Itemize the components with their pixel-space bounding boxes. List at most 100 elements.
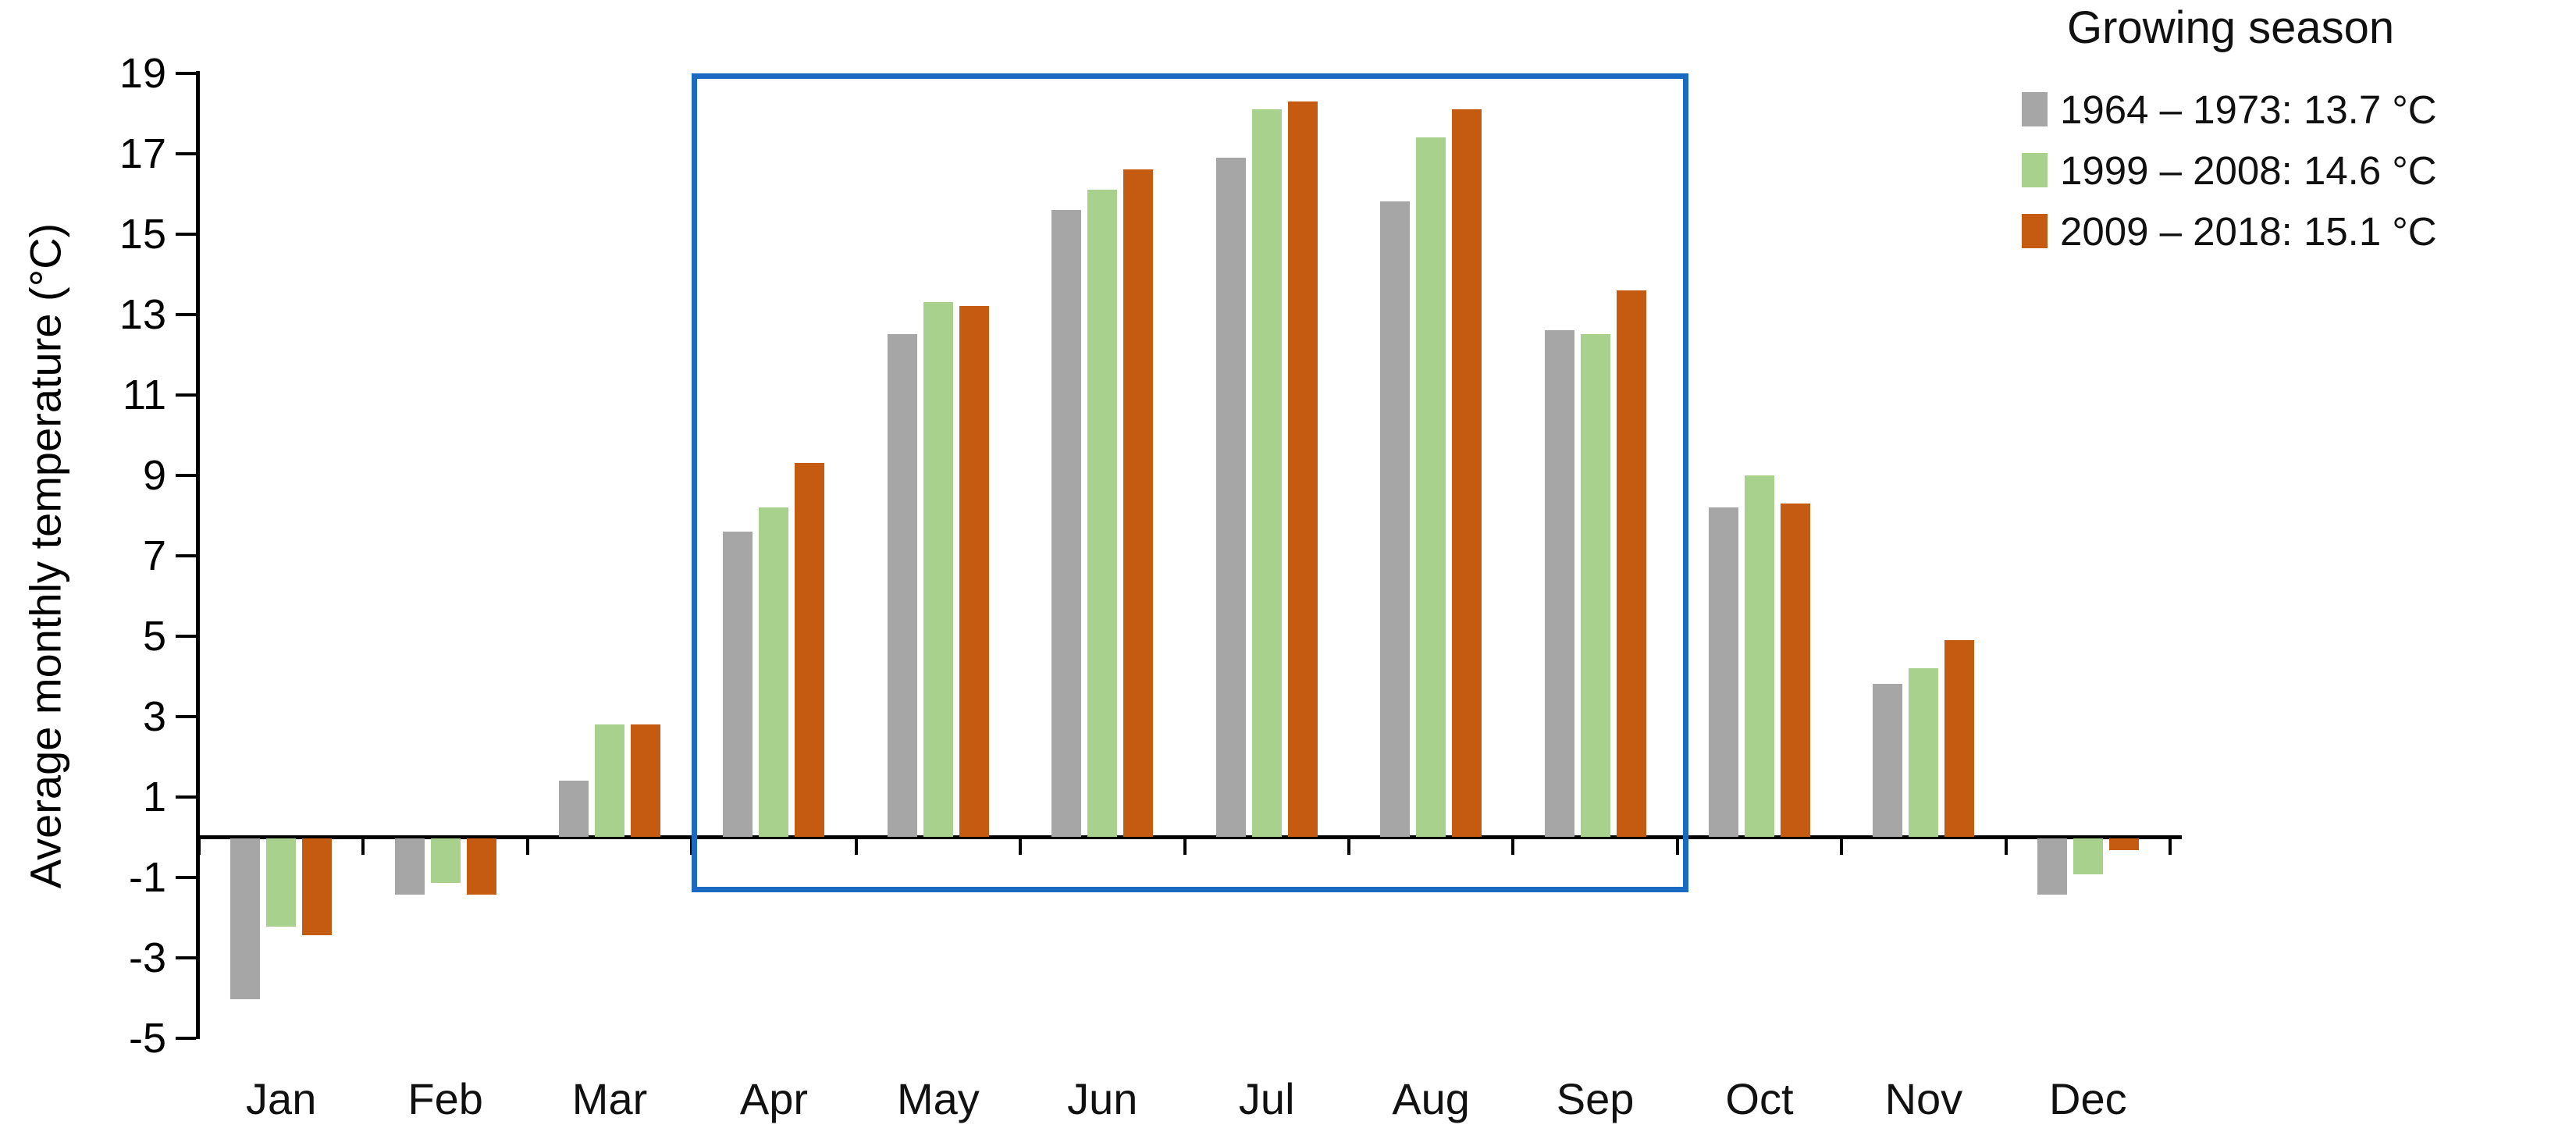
bar-apr-1964–1973 [723,531,753,837]
bar-jul-2009–2018 [1287,101,1318,837]
x-axis-label-nov: Nov [1884,1074,1963,1123]
y-axis [196,71,200,1039]
bar-mar-1964–1973 [559,780,589,837]
bar-aug-1999–2008 [1416,137,1446,837]
x-axis-tick [2004,838,2008,855]
y-axis-tick-label: 19 [119,49,166,97]
x-axis-label-aug: Aug [1392,1074,1470,1123]
y-axis-tick [176,473,196,477]
x-axis-label-jan: Jan [246,1074,317,1123]
bar-aug-1964–1973 [1380,201,1411,837]
bar-apr-2009–2018 [795,463,825,837]
bar-feb-1999–2008 [430,838,461,883]
bar-dec-1964–1973 [2037,838,2067,895]
legend-label: 1999 – 2008: 14.6 °C [2060,148,2437,193]
y-axis-tick-label: 1 [142,773,166,820]
x-axis-label-jul: Jul [1238,1074,1295,1123]
bar-aug-2009–2018 [1452,109,1482,837]
x-axis-tick [1347,838,1350,855]
bar-apr-1999–2008 [759,507,789,837]
bar-may-1999–2008 [923,302,953,837]
legend-item-1999-2008: 1999 – 2008: 14.6 °C [2022,145,2576,195]
bar-sep-2009–2018 [1616,290,1646,837]
x-axis-label-mar: Mar [571,1074,648,1123]
bar-dec-2009–2018 [2108,838,2139,851]
x-axis-tick [1675,838,1679,855]
legend-swatch-orange [2022,214,2048,248]
x-axis-label-apr: Apr [739,1074,809,1123]
x-axis-tick [525,838,529,855]
y-axis-tick [176,232,196,236]
y-axis-tick [176,956,196,959]
x-axis-label-sep: Sep [1556,1074,1635,1123]
y-axis-tick [176,393,196,397]
x-axis-label-feb: Feb [407,1074,483,1123]
bar-jun-1999–2008 [1087,189,1118,837]
bar-jul-1999–2008 [1251,109,1282,837]
bar-mar-2009–2018 [631,724,661,837]
y-axis-tick [176,151,196,155]
y-axis-tick-label: 3 [142,692,166,740]
bar-may-2009–2018 [959,306,989,837]
x-axis-tick [2169,838,2172,855]
y-axis-tick-label: 9 [142,451,166,499]
y-axis-tick [176,553,196,557]
bar-jan-2009–2018 [302,838,333,935]
y-axis-tick-label: -5 [128,1014,166,1062]
y-axis-tick [176,71,196,75]
y-axis-tick-label: 5 [142,612,166,660]
bar-jul-1964–1973 [1215,157,1246,837]
x-axis-tick [197,838,201,855]
legend-swatch-gray [2022,92,2048,126]
x-axis-label-may: May [896,1074,980,1123]
x-axis-tick [854,838,858,855]
y-axis-tick [176,875,196,879]
legend-item-2009-2018: 2009 – 2018: 15.1 °C [2022,206,2576,256]
legend-swatch-green [2022,153,2048,187]
y-axis-tick-label: 15 [119,210,166,258]
y-axis-tick-label: 11 [122,371,166,418]
x-axis-tick [1840,838,1844,855]
y-axis-tick [176,634,196,638]
bar-jan-1964–1973 [230,838,261,999]
bar-oct-1999–2008 [1744,475,1774,837]
bar-feb-1964–1973 [394,838,425,895]
y-axis-tick [176,795,196,799]
y-axis-tick-label: -3 [128,934,166,981]
x-axis-tick [1019,838,1023,855]
legend-item-1964-1973: 1964 – 1973: 13.7 °C [2022,84,2576,134]
x-axis [199,835,2182,839]
bar-jun-1964–1973 [1051,209,1082,837]
legend-title: Growing season [2067,2,2395,53]
bar-nov-1999–2008 [1909,667,1939,837]
y-axis-tick [176,714,196,718]
y-axis-tick-label: 13 [119,290,166,338]
x-axis-label-dec: Dec [2049,1074,2127,1123]
bar-dec-1999–2008 [2073,838,2103,875]
legend: Growing season 1964 – 1973: 13.7 °C 1999… [2022,3,2576,267]
bar-jun-2009–2018 [1123,169,1154,837]
bar-mar-1999–2008 [595,724,625,837]
y-axis-tick-label: -1 [128,853,166,901]
bar-nov-2009–2018 [1944,639,1975,837]
bar-oct-1964–1973 [1708,507,1738,837]
legend-label: 1964 – 1973: 13.7 °C [2060,87,2437,132]
x-axis-tick [1183,838,1187,855]
x-axis-label-oct: Oct [1725,1074,1794,1123]
y-axis-tick [176,1036,196,1040]
y-axis-tick [176,312,196,316]
bar-may-1964–1973 [887,334,917,837]
x-axis-label-jun: Jun [1067,1074,1138,1123]
x-axis-tick [361,838,365,855]
y-axis-tick-label: 17 [119,130,166,177]
bar-feb-2009–2018 [466,838,496,895]
bar-oct-2009–2018 [1780,503,1810,837]
bar-nov-1964–1973 [1873,684,1903,837]
legend-label: 2009 – 2018: 15.1 °C [2060,208,2437,254]
bar-sep-1999–2008 [1580,334,1610,837]
growing-season-highlight-box [692,73,1688,892]
bar-jan-1999–2008 [266,838,297,927]
x-axis-tick [1511,838,1515,855]
bar-sep-1964–1973 [1544,330,1574,837]
